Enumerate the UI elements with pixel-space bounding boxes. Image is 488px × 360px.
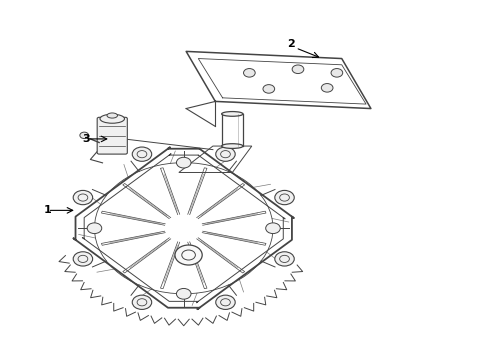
Text: 3: 3 [82, 134, 90, 144]
Circle shape [73, 190, 92, 205]
Circle shape [321, 84, 332, 92]
Circle shape [330, 68, 342, 77]
Circle shape [132, 295, 151, 310]
Circle shape [263, 85, 274, 93]
Circle shape [176, 288, 191, 299]
Circle shape [215, 147, 235, 161]
Circle shape [215, 295, 235, 310]
Circle shape [265, 223, 280, 234]
Circle shape [175, 245, 202, 265]
FancyBboxPatch shape [97, 117, 127, 154]
Circle shape [73, 252, 92, 266]
Circle shape [176, 157, 191, 168]
Ellipse shape [221, 144, 243, 148]
Circle shape [80, 132, 88, 139]
Text: 1: 1 [43, 205, 51, 215]
Circle shape [87, 223, 102, 234]
Ellipse shape [107, 113, 117, 118]
Ellipse shape [100, 114, 124, 123]
Circle shape [274, 190, 294, 205]
Circle shape [274, 252, 294, 266]
Circle shape [291, 65, 303, 73]
Ellipse shape [221, 112, 243, 116]
Text: 2: 2 [286, 39, 294, 49]
Circle shape [132, 147, 151, 161]
Circle shape [243, 68, 255, 77]
